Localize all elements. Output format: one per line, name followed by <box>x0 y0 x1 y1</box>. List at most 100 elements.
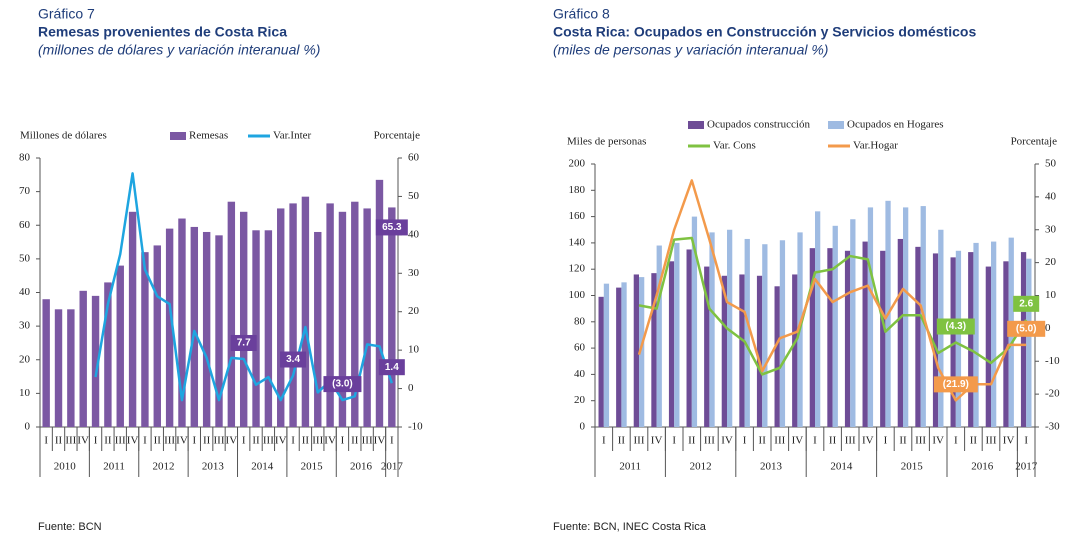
source: Fuente: BCN <box>38 521 102 533</box>
y-tick-label: 200 <box>569 158 586 170</box>
x-group-label: 2012 <box>152 461 174 473</box>
bar <box>955 250 962 427</box>
bar <box>598 296 604 427</box>
data-label: 1.4 <box>385 362 399 373</box>
bar <box>792 274 798 427</box>
data-label-box <box>323 376 362 393</box>
legend-swatch <box>170 132 186 140</box>
bar <box>932 253 939 427</box>
x-tick-label: III <box>845 435 856 447</box>
y2-tick-label: 10 <box>1045 289 1057 301</box>
bar <box>91 295 100 427</box>
x-tick-label: III <box>774 435 785 447</box>
legend-label: Var. Cons <box>713 140 756 152</box>
x-tick-label: I <box>143 435 147 447</box>
data-label-box <box>936 318 975 335</box>
bar <box>639 277 645 427</box>
x-tick-label: I <box>1024 435 1028 447</box>
line <box>637 179 1027 402</box>
y2-tick-label: 50 <box>1045 158 1057 170</box>
legend-swatch <box>688 121 704 129</box>
x-tick-label: IV <box>862 435 874 447</box>
chart-label: Gráfico 7 <box>38 6 95 22</box>
x-group-label: 2015 <box>901 461 924 473</box>
legend-swatch <box>828 121 844 129</box>
x-tick-label: III <box>634 435 645 447</box>
y2-axis-label: Porcentaje <box>374 130 421 142</box>
bar <box>668 261 675 427</box>
chart-title: Costa Rica: Ocupados en Construcción y S… <box>553 24 976 40</box>
y2-tick-label: 40 <box>1045 190 1057 202</box>
x-tick-label: I <box>954 435 958 447</box>
y2-tick-label: 50 <box>408 190 420 202</box>
bar <box>867 207 874 427</box>
bar <box>779 240 786 427</box>
x-tick-label: II <box>759 435 767 447</box>
bar <box>301 196 310 427</box>
bar <box>973 242 979 427</box>
bar <box>239 211 248 427</box>
y-tick-label: 0 <box>25 421 31 433</box>
bar <box>79 290 87 427</box>
bar <box>227 201 236 427</box>
y-tick-label: 180 <box>569 184 586 196</box>
y2-tick-label: -30 <box>1045 421 1060 433</box>
x-tick-label: IV <box>374 435 386 447</box>
y-tick-label: 40 <box>19 286 31 298</box>
bar <box>832 225 838 427</box>
data-label-box <box>230 334 257 351</box>
x-tick-label: II <box>104 435 112 447</box>
data-label: (3.0) <box>332 379 353 390</box>
y-tick-label: 20 <box>19 353 31 365</box>
y-axis-label: Miles de personas <box>567 136 646 148</box>
y2-tick-label: 20 <box>408 305 420 317</box>
x-tick-label: II <box>154 435 162 447</box>
x-tick-label: I <box>884 435 888 447</box>
x-tick-label: III <box>214 435 225 447</box>
bar <box>721 275 727 427</box>
data-label: (5.0) <box>1016 323 1037 334</box>
x-tick-label: III <box>263 435 274 447</box>
bar <box>950 257 956 427</box>
bar <box>326 203 334 427</box>
bar <box>739 274 745 427</box>
y-tick-label: 60 <box>574 342 586 354</box>
x-group-label: 2013 <box>202 461 225 473</box>
bar <box>190 226 199 427</box>
x-tick-label: III <box>115 435 126 447</box>
y2-tick-label: 0 <box>408 382 414 394</box>
bar <box>762 244 768 427</box>
x-group-label: 2014 <box>830 461 853 473</box>
x-tick-label: III <box>312 435 323 447</box>
bar <box>351 201 359 427</box>
y-tick-label: 50 <box>19 252 31 264</box>
bar <box>727 229 733 427</box>
bar <box>968 252 974 427</box>
bar <box>1020 252 1027 427</box>
bar <box>202 231 211 427</box>
x-group-label: 2011 <box>103 461 125 473</box>
bar <box>633 274 639 427</box>
y-tick-label: 70 <box>19 185 31 197</box>
bar <box>880 250 886 427</box>
bar <box>897 238 903 427</box>
x-tick-label: IV <box>1003 435 1015 447</box>
x-tick-label: III <box>704 435 715 447</box>
x-tick-label: III <box>362 435 373 447</box>
y2-tick-label: -20 <box>1045 388 1060 400</box>
bar <box>774 286 780 427</box>
bar <box>338 211 347 427</box>
x-tick-label: I <box>94 435 98 447</box>
chart-subtitle: (millones de dólares y variación interan… <box>38 42 320 58</box>
bar <box>744 238 750 427</box>
line <box>638 236 1028 376</box>
bar <box>153 245 161 427</box>
x-tick-label: I <box>672 435 676 447</box>
x-tick-label: IV <box>127 435 139 447</box>
bar <box>827 248 833 427</box>
x-tick-label: IV <box>275 435 287 447</box>
x-tick-label: I <box>44 435 48 447</box>
x-tick-label: I <box>192 435 196 447</box>
x-tick-label: II <box>970 435 978 447</box>
